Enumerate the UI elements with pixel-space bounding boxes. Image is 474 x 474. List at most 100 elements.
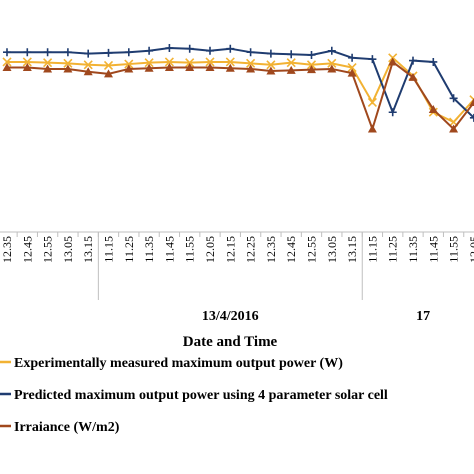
x-tick-label: 12.35 bbox=[0, 236, 14, 263]
series-1-line bbox=[7, 46, 474, 120]
data-point bbox=[388, 108, 397, 117]
x-tick-label: 12.45 bbox=[20, 236, 34, 263]
data-point bbox=[206, 46, 214, 55]
data-point bbox=[367, 124, 377, 133]
data-point bbox=[185, 58, 195, 68]
data-point bbox=[286, 58, 296, 68]
data-point bbox=[388, 57, 398, 66]
x-tick-label: 11.45 bbox=[162, 236, 176, 263]
data-point bbox=[43, 48, 52, 57]
legend-item-2: Irraiance (W/m2) bbox=[0, 420, 120, 435]
data-point bbox=[104, 69, 113, 78]
data-point bbox=[266, 66, 276, 75]
data-point bbox=[307, 50, 316, 59]
data-point bbox=[165, 44, 174, 52]
data-point bbox=[43, 58, 53, 68]
data-point bbox=[144, 58, 154, 68]
data-point bbox=[124, 64, 134, 73]
data-point bbox=[22, 57, 32, 67]
data-point bbox=[63, 58, 73, 68]
data-point bbox=[145, 46, 154, 55]
data-point bbox=[246, 48, 255, 57]
x-tick-label: 12.15 bbox=[223, 236, 237, 263]
data-point bbox=[103, 60, 114, 71]
data-point bbox=[449, 94, 458, 103]
series-layer bbox=[2, 44, 474, 133]
data-point bbox=[2, 57, 12, 67]
x-tick-label: 11.15 bbox=[102, 236, 116, 263]
data-point bbox=[2, 63, 12, 72]
x-tick-label: 12.25 bbox=[244, 236, 258, 263]
data-point bbox=[124, 48, 133, 57]
data-point bbox=[246, 64, 256, 73]
data-point bbox=[347, 62, 357, 73]
data-point bbox=[185, 63, 195, 72]
legend-label: Predicted maximum output power using 4 p… bbox=[14, 388, 388, 403]
data-point bbox=[84, 49, 93, 58]
data-point bbox=[23, 48, 32, 57]
data-point bbox=[449, 124, 459, 133]
series-1 bbox=[3, 44, 474, 122]
data-point bbox=[327, 58, 337, 68]
series-2-line bbox=[7, 60, 474, 133]
x-tick-label: 11.55 bbox=[447, 236, 461, 263]
data-point bbox=[469, 97, 474, 106]
data-point bbox=[63, 48, 72, 57]
x-tick-label: 11.25 bbox=[122, 236, 136, 263]
data-point bbox=[266, 49, 275, 58]
x-group-label: 13/4/2016 bbox=[202, 309, 259, 324]
data-point bbox=[409, 56, 417, 65]
data-point bbox=[185, 44, 194, 53]
data-point bbox=[205, 57, 215, 67]
data-point bbox=[164, 63, 174, 72]
data-point bbox=[347, 68, 357, 77]
data-point bbox=[246, 58, 256, 68]
data-point bbox=[225, 57, 235, 67]
data-point bbox=[63, 64, 73, 73]
data-point bbox=[22, 63, 32, 72]
x-tick-label: 11.25 bbox=[386, 236, 400, 263]
data-point bbox=[348, 53, 357, 62]
x-tick-label: 12.35 bbox=[264, 236, 278, 263]
x-tick-label: 13.15 bbox=[81, 236, 95, 263]
x-tick-label: 13.05 bbox=[325, 236, 339, 263]
data-point bbox=[428, 104, 438, 113]
x-tick-label: 11.35 bbox=[406, 236, 420, 263]
legend-item-1: Predicted maximum output power using 4 p… bbox=[0, 388, 388, 403]
data-point bbox=[104, 48, 113, 57]
data-point bbox=[327, 64, 337, 73]
data-point bbox=[226, 44, 235, 53]
data-point bbox=[83, 67, 93, 76]
x-axis: 12.35 12.45 12.55 13.05 13.15 11.15 11.25 11.35… bbox=[0, 231, 474, 324]
series-2 bbox=[2, 57, 474, 133]
x-tick-label: 13.15 bbox=[345, 236, 359, 263]
legend: Experimentally measured maximum output p… bbox=[0, 356, 388, 435]
legend-label: Irraiance (W/m2) bbox=[14, 420, 120, 435]
x-tick-label: 12.55 bbox=[305, 236, 319, 263]
data-point bbox=[368, 55, 377, 64]
data-point bbox=[429, 57, 438, 66]
data-point bbox=[205, 63, 215, 72]
legend-item-0: Experimentally measured maximum output p… bbox=[0, 356, 343, 371]
x-tick-label: 12.45 bbox=[284, 236, 298, 263]
data-point bbox=[307, 65, 316, 74]
x-tick-label: 12.05 bbox=[203, 236, 217, 263]
data-point bbox=[144, 63, 154, 72]
data-point bbox=[124, 59, 134, 69]
data-point bbox=[83, 60, 93, 70]
data-point bbox=[286, 65, 296, 74]
x-tick-label: 12.05 bbox=[467, 236, 474, 263]
x-tick-label: 11.35 bbox=[142, 236, 156, 263]
series-0-line bbox=[7, 56, 474, 124]
data-point bbox=[367, 97, 377, 108]
x-tick-label: 11.45 bbox=[426, 236, 440, 263]
legend-label: Experimentally measured maximum output p… bbox=[14, 356, 343, 371]
data-point bbox=[408, 72, 418, 81]
x-tick-label: 11.15 bbox=[365, 236, 379, 263]
data-point bbox=[306, 60, 317, 70]
x-tick-label: 12.55 bbox=[41, 236, 55, 263]
x-group-label: 17 bbox=[416, 309, 430, 324]
series-0 bbox=[2, 53, 474, 127]
data-point bbox=[266, 60, 276, 70]
